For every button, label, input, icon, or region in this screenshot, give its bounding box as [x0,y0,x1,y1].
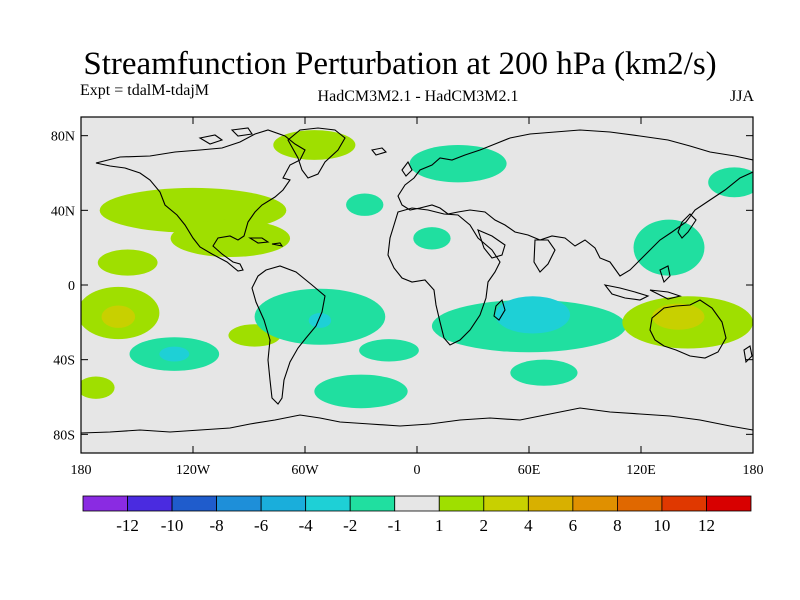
colorbar-swatch [661,495,707,512]
colorbar-swatch [572,495,618,512]
colorbar-swatch [349,495,396,512]
lon-label: 60E [518,463,541,478]
colorbar-swatch [127,495,173,512]
southern-ocean-atlantic-negative-region [314,374,408,409]
lat-label: 0 [68,279,75,294]
colorbar-label: -12 [116,516,139,535]
colorbar-label: 6 [569,516,578,535]
colorbar-swatch [483,495,529,512]
season-label: JJA [729,88,754,105]
australia-positive-core-region [652,303,705,330]
plot-title: Streamfunction Perturbation at 200 hPa (… [83,46,717,82]
model-label: HadCM3M2.1 - HadCM3M2.1 [317,88,519,105]
south-atlantic-small-negative-region [359,339,419,362]
colorbar: -12 -10 -8 -6 -4 -2 -1 1 2 4 6 8 10 12 [82,495,752,535]
lon-label: 120W [176,463,211,478]
experiment-label: Expt = tdalM-tdajM [80,82,210,99]
colorbar-label: 12 [698,516,715,535]
lat-label: 40N [51,204,75,219]
colorbar-swatch [216,495,262,512]
colorbar-swatch [706,495,752,512]
colorbar-label: -4 [299,516,314,535]
north-atlantic-negative-region [346,193,384,216]
south-pacific-negative-core-region [159,346,190,362]
colorbar-label: 10 [653,516,670,535]
scandinavia-negative-region [409,145,507,183]
colorbar-label: -6 [254,516,268,535]
lon-label: 180 [71,463,92,478]
colorbar-swatch [617,495,663,512]
greenland-positive-region [273,130,356,160]
colorbar-label: 2 [480,516,489,535]
north-pacific-negative-region [708,167,753,198]
axis-ticks: 80N 40N 0 40S 80S 180 120W 60W 0 60E 120E 180 [51,117,764,478]
asia-negative-region [633,219,705,276]
colorbar-label: -8 [210,516,224,535]
lat-label: 80N [51,130,75,145]
colorbar-swatch [438,495,485,512]
coastlines [81,127,753,434]
hawaii-positive-region [97,249,158,276]
lon-label: 180 [743,463,764,478]
colorbar-swatch [171,495,217,512]
caribbean-positive-region [170,219,291,257]
colorbar-label: -2 [343,516,357,535]
colorbar-label: -10 [161,516,184,535]
tropical-pacific-positive-core-region [101,305,136,328]
south-atlantic-negative-core-region [308,313,332,328]
colorbar-label: 8 [613,516,622,535]
colorbar-label: 4 [524,516,533,535]
lat-label: 80S [53,428,75,443]
lon-label: 60W [291,463,319,478]
lon-label: 120E [626,463,656,478]
africa-negative-region [413,227,451,250]
colorbar-swatch [305,495,351,512]
lat-label: 40S [53,354,75,369]
colorbar-swatch [82,495,128,512]
colorbar-label: 1 [435,516,444,535]
far-south-pacific-positive-region [81,376,115,399]
indian-ocean-negative-core-region [495,296,571,334]
colorbar-label: -1 [388,516,402,535]
colorbar-swatch [527,495,574,512]
colorbar-swatch [394,495,440,512]
southern-indian-negative-region [510,359,578,386]
lon-label: 0 [414,463,421,478]
colorbar-swatch [260,495,307,512]
